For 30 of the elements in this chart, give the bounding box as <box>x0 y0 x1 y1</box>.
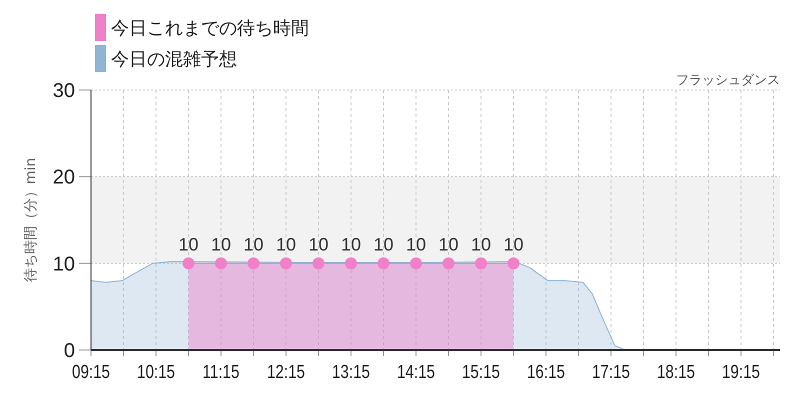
data-label: 10 <box>276 234 296 254</box>
data-label: 10 <box>178 234 199 254</box>
data-label: 10 <box>308 234 329 254</box>
data-label: 10 <box>210 234 232 254</box>
legend-label: 今日これまでの待ち時間 <box>111 18 309 39</box>
y-tick-label: 30 <box>52 80 75 102</box>
x-tick-label: 14:15 <box>397 360 435 382</box>
y-tick-label: 20 <box>52 166 75 189</box>
data-label: 10 <box>243 234 264 254</box>
x-tick-label: 12:15 <box>267 360 305 382</box>
x-tick-label: 09:15 <box>72 360 110 382</box>
x-tick-label: 15:15 <box>462 360 500 382</box>
x-tick-label: 19:15 <box>722 360 760 382</box>
x-tick-label: 11:15 <box>202 360 240 382</box>
x-tick-label: 10:15 <box>137 360 175 382</box>
legend-label: 今日の混雑予想 <box>111 49 237 70</box>
x-tick-label: 18:15 <box>657 360 695 382</box>
x-tick-label: 13:15 <box>332 360 370 382</box>
y-axis-title: 待ち時間（分）min <box>23 158 39 282</box>
data-label: 10 <box>470 234 492 254</box>
y-tick-label: 10 <box>52 253 75 276</box>
data-label: 10 <box>503 234 524 254</box>
data-label: 10 <box>340 234 362 254</box>
x-tick-label: 16:15 <box>527 360 565 382</box>
data-label: 10 <box>373 234 394 254</box>
x-tick-label: 17:15 <box>592 360 630 382</box>
data-label: 10 <box>406 234 426 254</box>
y-tick-label: 0 <box>64 340 75 362</box>
chart-subtitle: フラッシュダンス <box>676 73 780 88</box>
data-label: 10 <box>438 234 459 254</box>
